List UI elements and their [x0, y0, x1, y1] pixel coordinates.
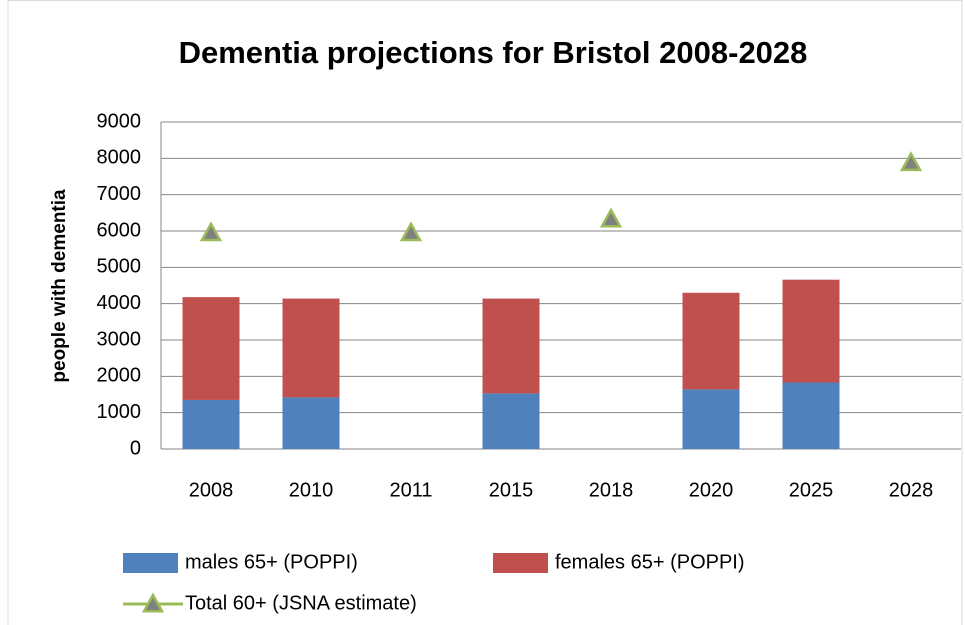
bar-segment	[282, 298, 340, 398]
bar-segment	[782, 279, 840, 383]
x-tick-label: 2028	[889, 479, 934, 501]
marker	[399, 221, 423, 242]
y-tick-label: 0	[130, 437, 141, 459]
bar-segment	[782, 382, 840, 449]
legend-label: Total 60+ (JSNA estimate)	[185, 592, 417, 614]
y-tick-label: 7000	[97, 183, 142, 205]
legend-marker	[141, 592, 165, 613]
y-tick-label: 8000	[97, 147, 142, 169]
bar-segment	[482, 393, 540, 449]
x-tick-label: 2015	[489, 479, 534, 501]
bar-segment	[182, 297, 240, 400]
legend-label: females 65+ (POPPI)	[555, 551, 745, 573]
y-tick-label: 9000	[97, 110, 142, 132]
bar-segment	[182, 399, 240, 449]
bar-segment	[282, 397, 340, 449]
bar-segment	[482, 298, 540, 394]
marker	[199, 221, 223, 242]
bar-segment	[682, 292, 740, 390]
x-tick-label: 2008	[189, 479, 234, 501]
bar-segment	[682, 389, 740, 449]
chart-title: Dementia projections for Bristol 2008-20…	[179, 35, 808, 70]
x-tick-label: 2020	[689, 479, 734, 501]
y-axis-label: people with dementia	[49, 189, 70, 383]
x-tick-label: 2018	[589, 479, 634, 501]
marker	[899, 151, 923, 172]
x-tick-label: 2010	[289, 479, 334, 501]
y-tick-label: 5000	[97, 256, 142, 278]
y-tick-label: 4000	[97, 292, 142, 314]
x-tick-label: 2011	[389, 479, 432, 501]
legend-swatch	[493, 553, 548, 573]
legend-swatch	[123, 553, 178, 573]
legend-label: males 65+ (POPPI)	[185, 551, 358, 573]
y-tick-label: 3000	[97, 328, 142, 350]
y-tick-label: 2000	[97, 365, 142, 387]
y-tick-label: 1000	[97, 401, 142, 423]
y-tick-label: 6000	[97, 219, 142, 241]
x-tick-label: 2025	[789, 479, 834, 501]
marker	[599, 207, 623, 228]
